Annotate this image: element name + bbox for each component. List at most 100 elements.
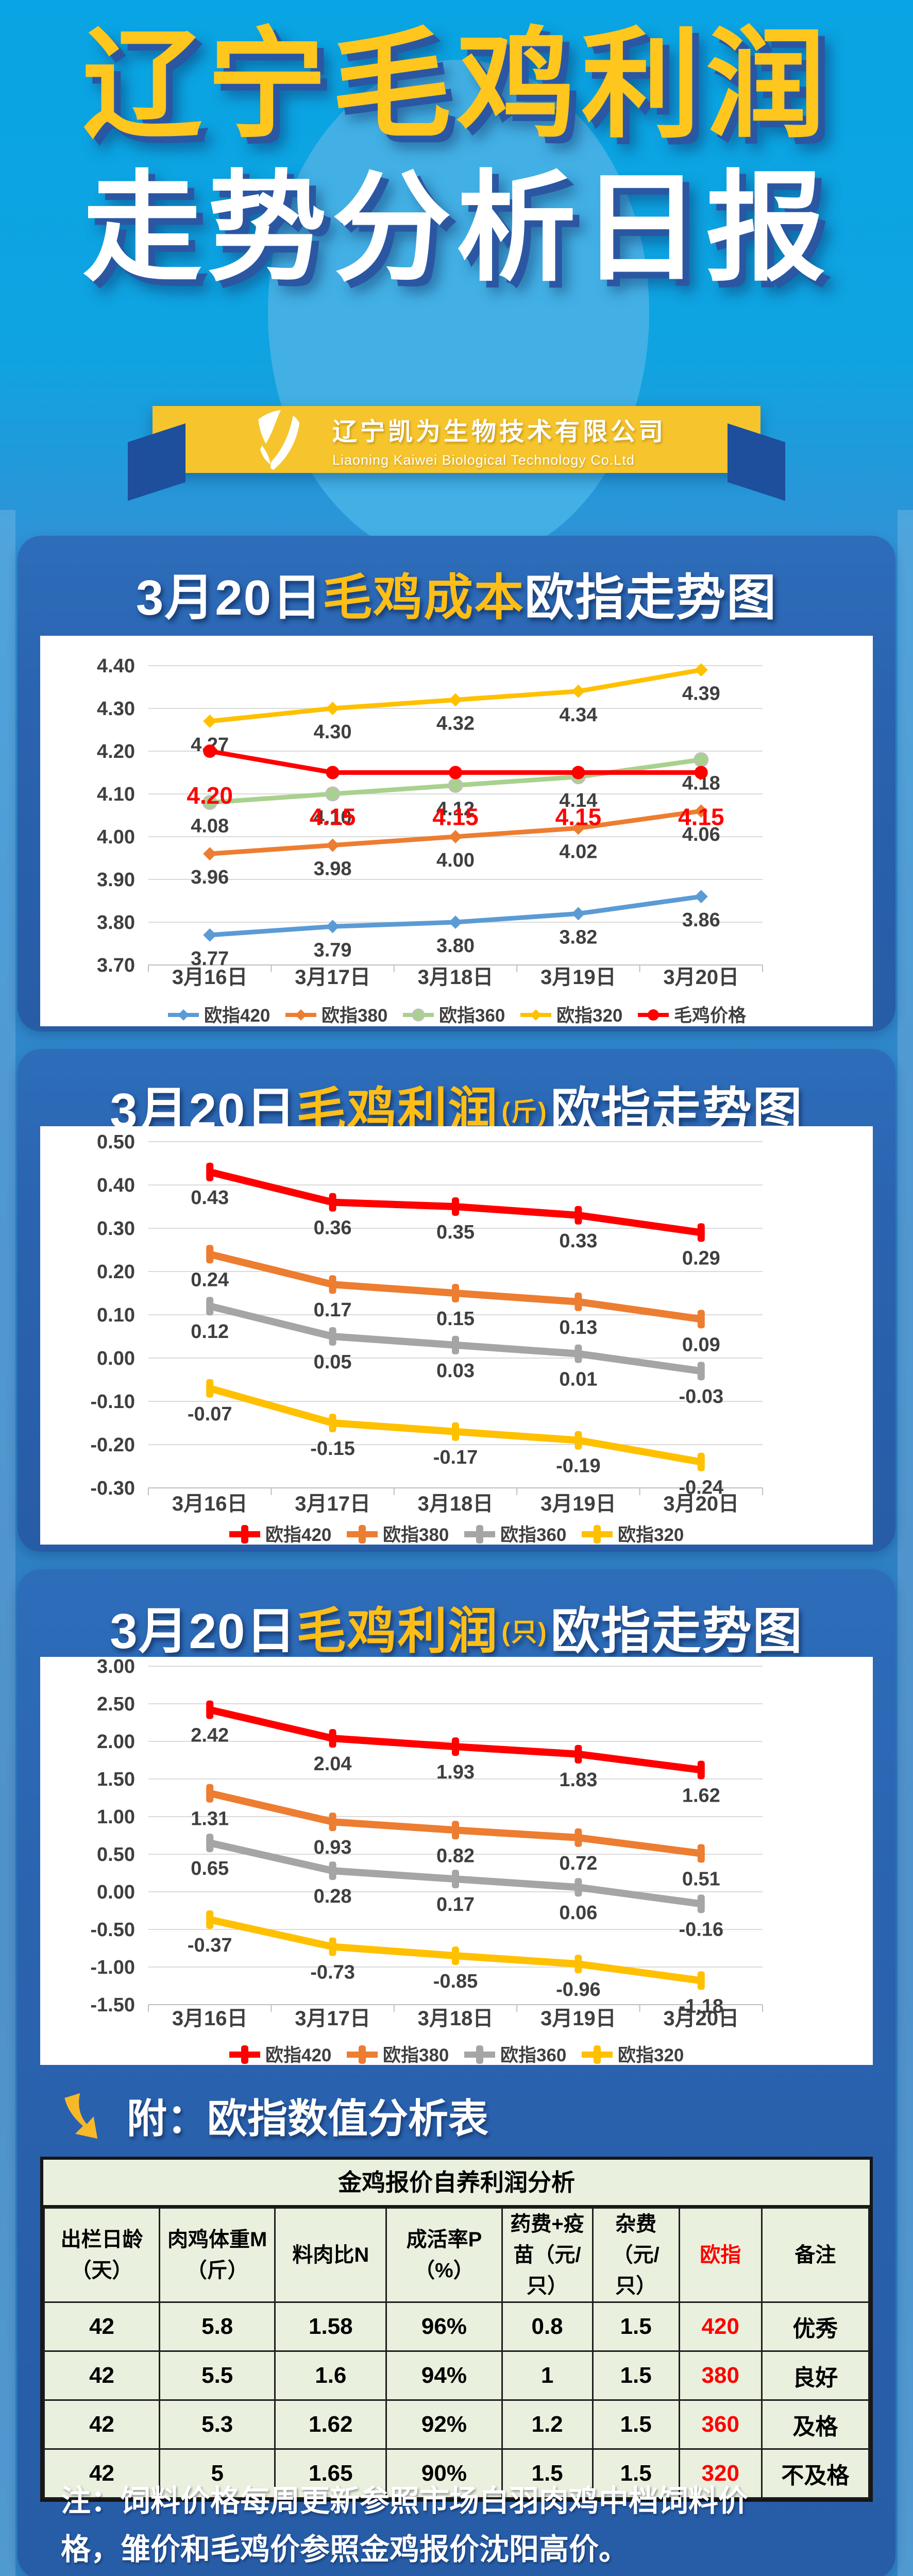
- svg-text:4.15: 4.15: [432, 804, 479, 831]
- svg-text:-0.10: -0.10: [90, 1391, 135, 1413]
- svg-text:4.10: 4.10: [97, 784, 135, 805]
- svg-text:-0.24: -0.24: [679, 1477, 723, 1499]
- table-cell: 92%: [385, 2399, 503, 2450]
- svg-text:0.03: 0.03: [436, 1360, 475, 1382]
- analysis-table-title: 附：欧指数值分析表: [127, 2096, 489, 2141]
- svg-text:3月16日: 3月16日: [172, 1493, 248, 1515]
- table-cell: 1.2: [501, 2399, 594, 2450]
- footnote-text: 注：饲料价格每周更新参照市场白羽肉鸡中档饲料价格，雏价和毛鸡价参照金鸡报价沈阳高…: [61, 2484, 749, 2566]
- table-cell: 及格: [760, 2399, 870, 2450]
- table-title: 金鸡报价自养利润分析: [43, 2160, 870, 2207]
- svg-text:0.10: 0.10: [97, 1304, 135, 1326]
- svg-text:0.05: 0.05: [314, 1351, 352, 1373]
- svg-text:-0.96: -0.96: [556, 1979, 601, 2001]
- svg-text:欧指380: 欧指380: [383, 1525, 449, 1545]
- series-欧指360: 0.12 0.05 0.03 0.01 -0.03: [191, 1297, 723, 1408]
- company-name-en: Liaoning Kaiwei Biological Technology Co…: [332, 452, 635, 468]
- y-axis: 3.00 2.50 2.00 1.50 1.00 0.50 0.00 -0.50 -1.00 -1…: [90, 1657, 763, 2016]
- svg-text:3月19日: 3月19日: [540, 1493, 616, 1515]
- series-欧指420: 2.42 2.04 1.93 1.83 1.62: [191, 1700, 720, 1806]
- svg-text:3月17日: 3月17日: [295, 1493, 370, 1515]
- page-title-line1: 辽宁毛鸡利润: [82, 19, 831, 152]
- svg-text:欧指360: 欧指360: [500, 1525, 566, 1545]
- table-cell: 5.8: [159, 2301, 276, 2352]
- chart-legend: 欧指420 欧指380 欧指360 欧指320 毛鸡价格: [168, 1006, 747, 1026]
- table-cell: 94%: [385, 2350, 503, 2401]
- profit-bird-chart-card: 3.00 2.50 2.00 1.50 1.00 0.50 0.00 -0.50 -1.00 -1…: [40, 1657, 873, 2065]
- svg-text:4.06: 4.06: [682, 824, 720, 845]
- svg-text:2.04: 2.04: [314, 1753, 352, 1775]
- svg-text:欧指420: 欧指420: [265, 2045, 331, 2065]
- table-cell: 5.5: [159, 2350, 276, 2401]
- svg-text:-0.19: -0.19: [556, 1455, 601, 1477]
- svg-text:1.00: 1.00: [97, 1806, 135, 1828]
- table-cell: 42: [43, 2301, 161, 2352]
- table-cell: 优秀: [760, 2301, 870, 2352]
- y-axis: 4.40 4.30 4.20 4.10 4.00 3.90 3.80 3.70: [97, 655, 763, 976]
- profit-jin-line-chart: 0.50 0.40 0.30 0.20 0.10 0.00 -0.10 -0.20 -0.30 3…: [90, 1131, 763, 1545]
- svg-text:0.17: 0.17: [314, 1299, 352, 1321]
- column-header: 料肉比N: [274, 2207, 387, 2303]
- chart-legend: 欧指420 欧指380 欧指360 欧指320: [229, 2045, 684, 2065]
- svg-text:0.51: 0.51: [682, 1869, 720, 1890]
- series-欧指380: 3.96 3.98 4.00 4.02 4.06: [191, 804, 720, 888]
- company-logo-icon: [258, 410, 300, 470]
- svg-text:欧指320: 欧指320: [556, 1006, 622, 1026]
- svg-text:0.00: 0.00: [97, 1882, 135, 1903]
- svg-text:3.80: 3.80: [436, 935, 475, 957]
- table-cell: 42: [43, 2448, 161, 2499]
- svg-text:欧指360: 欧指360: [439, 1006, 505, 1026]
- analysis-table-header: 附：欧指数值分析表: [59, 2087, 488, 2144]
- svg-text:0.24: 0.24: [191, 1269, 229, 1291]
- table-cell: 380: [678, 2350, 763, 2401]
- svg-text:0.12: 0.12: [191, 1321, 229, 1343]
- svg-text:欧指380: 欧指380: [383, 2045, 449, 2065]
- svg-text:4.15: 4.15: [678, 804, 724, 831]
- title-date: 3月20日: [110, 1604, 297, 1659]
- svg-text:4.40: 4.40: [97, 655, 135, 677]
- svg-text:-0.73: -0.73: [310, 1962, 355, 1984]
- svg-text:0.36: 0.36: [314, 1217, 352, 1239]
- svg-text:欧指420: 欧指420: [265, 1525, 331, 1545]
- column-header: 成活率P（%）: [385, 2207, 503, 2303]
- left-edge-strip: [0, 510, 15, 2576]
- column-header: 欧指: [678, 2207, 763, 2303]
- title-unit: (斤): [501, 1097, 548, 1126]
- svg-text:欧指320: 欧指320: [618, 2045, 684, 2065]
- table-cell: 42: [43, 2350, 161, 2401]
- svg-text:0.93: 0.93: [314, 1837, 352, 1858]
- svg-text:欧指360: 欧指360: [500, 2045, 566, 2065]
- section-profit-bird-and-table: 3月20日毛鸡利润 (只)欧指走势图 3.00 2.50 2.00 1.50 1.00 0.…: [18, 1569, 895, 2576]
- column-header: 肉鸡体重M（斤）: [159, 2207, 276, 2303]
- profit-table: 出栏日龄（天） 肉鸡体重M（斤） 料肉比N 成活率P（%） 药费+疫苗（元/只） 杂费（元…: [43, 2207, 870, 2499]
- svg-text:1.62: 1.62: [682, 1785, 720, 1806]
- svg-text:0.15: 0.15: [436, 1308, 475, 1330]
- profit-analysis-table: 金鸡报价自养利润分析 出栏日龄（天） 肉鸡体重M（斤） 料肉比N 成活率P（%） 药费+…: [40, 2157, 873, 2502]
- svg-text:3.96: 3.96: [191, 867, 229, 888]
- table-row: 42 5.5 1.6 94% 1 1.5 380 良好: [43, 2350, 870, 2401]
- svg-text:-0.16: -0.16: [679, 1919, 723, 1940]
- svg-text:-0.07: -0.07: [188, 1403, 232, 1425]
- table-cell: 5: [159, 2448, 276, 2499]
- svg-text:3月16日: 3月16日: [172, 2007, 248, 2030]
- page-title-line2: 走势分析日报: [82, 162, 831, 295]
- svg-text:0.00: 0.00: [97, 1348, 135, 1369]
- svg-text:4.12: 4.12: [436, 798, 475, 820]
- column-header: 杂费（元/只）: [591, 2207, 680, 2303]
- x-axis: 3月16日 3月17日 3月18日 3月19日 3月20日: [148, 2005, 763, 2030]
- svg-text:4.14: 4.14: [559, 790, 597, 811]
- svg-text:3月17日: 3月17日: [295, 966, 370, 989]
- svg-text:4.15: 4.15: [555, 804, 602, 831]
- cost-chart-card: 4.40 4.30 4.20 4.10 4.00 3.90 3.80 3.70 3月16日 3月1…: [40, 636, 873, 1026]
- series-欧指420: 0.43 0.36 0.35 0.33 0.29: [191, 1162, 720, 1269]
- table-row: 42 5 1.65 90% 1.5 1.5 320 不及格: [43, 2448, 870, 2499]
- title-highlight: 毛鸡利润: [296, 1604, 499, 1659]
- table-row: 42 5.3 1.62 92% 1.2 1.5 360 及格: [43, 2399, 870, 2450]
- svg-text:0.17: 0.17: [436, 1894, 475, 1916]
- svg-text:0.50: 0.50: [97, 1131, 135, 1153]
- svg-text:-0.03: -0.03: [679, 1386, 723, 1408]
- decorative-ellipse: [268, 60, 649, 565]
- title-highlight: 毛鸡成本: [323, 570, 525, 625]
